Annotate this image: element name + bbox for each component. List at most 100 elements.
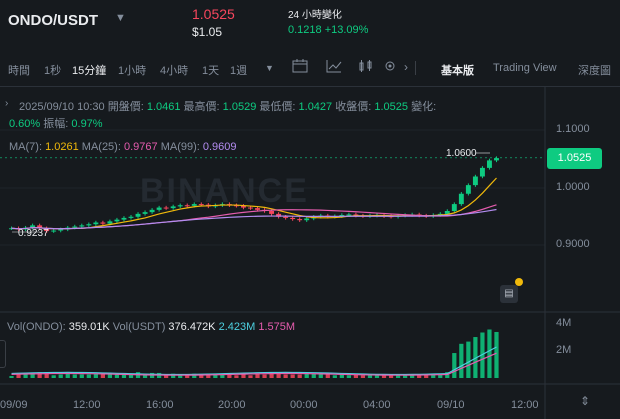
volume-bar — [58, 374, 63, 378]
volume-bar — [142, 373, 148, 378]
info-close-label: 收盤價: — [335, 101, 372, 113]
volume-bar — [241, 373, 246, 378]
candle-body — [353, 214, 359, 216]
tab-15m[interactable]: 15分鐘 — [72, 65, 107, 77]
volume-bar — [213, 374, 218, 378]
volume-bar — [128, 374, 134, 378]
x-tick: 12:00 — [73, 399, 101, 411]
notification-dot[interactable] — [515, 278, 523, 286]
info-low-label: 最低價: — [259, 101, 296, 113]
info-high-label: 最高價: — [183, 101, 220, 113]
watermark: BINANCE — [140, 172, 309, 210]
volume-bar — [487, 329, 492, 378]
change-24h-label: 24 小時變化 — [288, 10, 342, 21]
volume-bar — [283, 374, 288, 378]
candle-body — [100, 222, 106, 224]
ma25-label: MA(25): — [81, 141, 121, 153]
candle-body — [494, 158, 499, 161]
collapse-icon[interactable]: › — [5, 98, 9, 109]
tab-tradingview[interactable]: Trading View — [493, 62, 557, 74]
volume-bar — [269, 372, 274, 378]
volu-label: Vol(USDT) — [112, 321, 166, 333]
vol-ma-line-2 — [11, 352, 497, 376]
volume-bar — [79, 374, 84, 378]
vol-y-tick: 4M — [556, 317, 572, 329]
vol-ma-line-1 — [11, 346, 497, 376]
expand-icon[interactable]: ⇕ — [580, 394, 591, 408]
candle-body — [290, 217, 296, 220]
chart-line-icon[interactable] — [326, 59, 342, 76]
settings-icon[interactable] — [382, 59, 398, 76]
tab-1h[interactable]: 1小時 — [118, 65, 147, 77]
volume-bar — [473, 337, 478, 378]
volu-value: 376.472K — [168, 321, 216, 333]
low-annotation: 0.9237 — [18, 228, 49, 239]
candle-body — [86, 224, 92, 226]
candle-body — [135, 213, 141, 217]
volume-bar — [30, 372, 35, 378]
volume-bar — [51, 375, 56, 378]
tab-depth[interactable]: 深度圖 — [578, 65, 611, 77]
volume-bar — [353, 374, 359, 378]
volume-legend: Vol(ONDO): 359.01K Vol(USDT) 376.472K 2.… — [7, 321, 295, 333]
chevron-right-icon[interactable]: › — [404, 60, 408, 74]
candle-body — [479, 167, 485, 177]
x-tick: 09/09 — [0, 399, 28, 411]
tab-1w[interactable]: 1週 — [230, 65, 248, 77]
indicator-icon[interactable] — [292, 59, 308, 76]
volume-bar — [431, 374, 436, 378]
vol-ma1: 2.423M — [218, 321, 256, 333]
chevron-down-icon[interactable]: ▼ — [115, 12, 126, 24]
info-amp-label: 振幅: — [43, 118, 69, 130]
candle-body — [233, 205, 239, 207]
candle-body — [121, 217, 127, 220]
pair-title[interactable]: ONDO/USDT — [8, 12, 98, 29]
volume-bar — [466, 341, 471, 378]
volume-bar — [494, 331, 499, 378]
volume-bar — [16, 374, 21, 378]
y-tick: 1.1000 — [556, 123, 590, 135]
tab-basic[interactable]: 基本版 — [441, 65, 474, 77]
interval-dropdown-icon[interactable]: ▼ — [265, 63, 274, 73]
candle-body — [304, 218, 310, 221]
volume-bar — [65, 373, 70, 378]
volume-bar — [297, 374, 302, 378]
x-tick: 00:00 — [290, 399, 318, 411]
tab-1d[interactable]: 1天 — [202, 65, 220, 77]
tab-time[interactable]: 時間 — [8, 65, 30, 77]
tab-1s[interactable]: 1秒 — [44, 65, 62, 77]
event-flag-icon[interactable]: ▤ — [500, 285, 518, 303]
x-tick: 16:00 — [146, 399, 174, 411]
candle-body — [465, 185, 471, 194]
current-price-tag: 1.0525 — [547, 148, 602, 169]
volume-bar — [248, 375, 253, 378]
candle-icon[interactable] — [358, 59, 374, 76]
candle-body — [93, 222, 99, 225]
tab-4h[interactable]: 4小時 — [160, 65, 189, 77]
candle-body — [184, 205, 190, 207]
ma7-label: MA(7): — [9, 141, 42, 153]
volume-bar — [234, 375, 239, 378]
price-usd: $1.05 — [192, 25, 223, 39]
info-change: 0.60% — [9, 118, 41, 130]
pane-handle[interactable] — [0, 340, 6, 368]
volume-bar — [410, 375, 415, 378]
info-open: 1.0461 — [146, 101, 181, 113]
volume-bar — [107, 372, 113, 378]
volume-bar — [424, 375, 429, 378]
volume-bar — [290, 374, 295, 378]
candle-body — [255, 208, 260, 210]
candle-body — [114, 219, 120, 222]
ma99-value: 0.9609 — [202, 141, 237, 153]
candle-body — [163, 207, 169, 209]
candle-body — [128, 216, 134, 218]
candle-body — [58, 229, 64, 231]
volume-bar — [44, 372, 49, 378]
candle-body — [346, 214, 352, 216]
candle-body — [72, 226, 78, 228]
ma25-value: 0.9767 — [123, 141, 158, 153]
chart-area[interactable] — [0, 87, 620, 419]
candle-body — [472, 176, 478, 186]
info-date: 2025/09/10 10:30 — [19, 101, 105, 113]
ma7-value: 1.0261 — [45, 141, 79, 153]
